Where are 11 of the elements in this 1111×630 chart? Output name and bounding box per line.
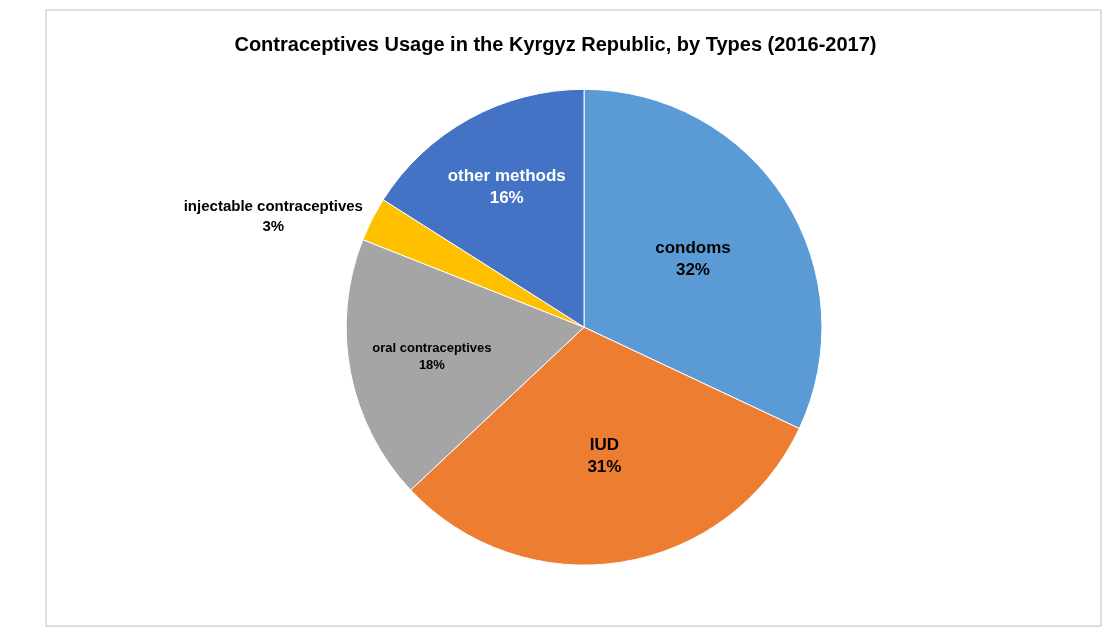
chart-title: Contraceptives Usage in the Kyrgyz Republic, by Types (2016-2017) [234, 33, 877, 56]
slice-label: condoms [655, 237, 731, 257]
slice-label: injectable contraceptives [183, 197, 363, 215]
slice-label: oral contraceptives [372, 340, 492, 356]
data-label: 31% [587, 457, 622, 477]
data-label: 3% [262, 216, 285, 234]
data-label: 16% [489, 188, 524, 208]
data-label: 32% [675, 259, 710, 279]
data-label: 18% [418, 357, 446, 373]
slice-label: other methods [447, 165, 566, 185]
slice-label: IUD [589, 435, 620, 455]
